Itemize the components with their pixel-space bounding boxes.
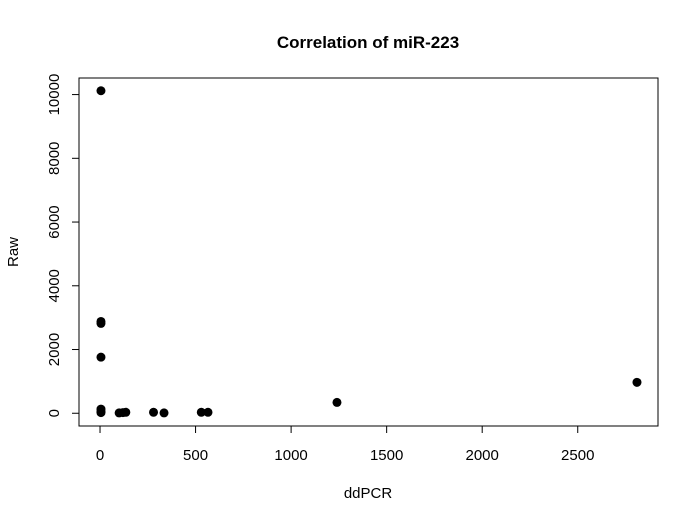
x-tick-label: 1000 xyxy=(274,447,307,464)
data-point xyxy=(96,352,106,362)
y-tick-label: 6000 xyxy=(46,205,63,238)
y-axis: 0 2000 4000 6000 8000 10000 xyxy=(46,74,80,417)
x-tick-label: 500 xyxy=(183,447,208,464)
x-tick-label: 2000 xyxy=(466,447,499,464)
x-axis-label: ddPCR xyxy=(344,485,393,502)
y-tick-label: 4000 xyxy=(46,269,63,302)
data-point xyxy=(96,318,106,328)
data-point xyxy=(96,408,106,418)
data-point xyxy=(159,408,169,418)
x-tick-label: 1500 xyxy=(370,447,403,464)
data-point xyxy=(196,407,206,417)
data-point xyxy=(121,407,131,417)
y-axis-label: Raw xyxy=(5,237,22,267)
y-tick-label: 10000 xyxy=(46,74,63,116)
data-point xyxy=(149,407,159,417)
plot-frame xyxy=(78,77,659,427)
x-tick-label: 0 xyxy=(96,447,104,464)
y-tick-label: 8000 xyxy=(46,142,63,175)
data-point xyxy=(332,397,342,407)
data-point xyxy=(203,407,213,417)
data-points xyxy=(96,86,642,418)
data-point xyxy=(96,86,106,96)
y-tick-label: 2000 xyxy=(46,333,63,366)
data-point xyxy=(632,377,642,387)
y-tick-label: 0 xyxy=(46,409,63,417)
chart-title: Correlation of miR-223 xyxy=(277,33,459,52)
x-tick-label: 2500 xyxy=(561,447,594,464)
x-axis: 0 500 1000 1500 2000 2500 xyxy=(96,425,594,464)
